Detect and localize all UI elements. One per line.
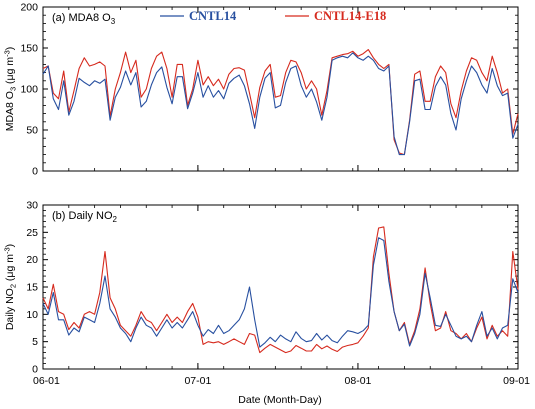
- panel-b-label: (b) Daily NO2: [52, 210, 118, 224]
- x-tick-label: 07-01: [184, 375, 211, 387]
- y-tick-label: 30: [26, 200, 38, 212]
- panel-a-series: [42, 49, 519, 156]
- panel-b-frame: [42, 204, 519, 370]
- panel-a-y-ticks: 0 50 100 150 200: [20, 2, 518, 178]
- panel-b-y-axis-title: Daily NO2 (μg m-3): [3, 244, 18, 330]
- y-tick-label: 0: [32, 166, 38, 178]
- series-line-cntl14-e18: [42, 226, 519, 354]
- panel-b-x-ticks: [42, 205, 519, 369]
- y-tick-label: 0: [32, 364, 38, 376]
- series-line-cntl14: [42, 237, 519, 348]
- panel-a: 0 50 100 150 200 (a) MDA8 O3 CNTL14 CNTL14-E…: [3, 2, 519, 178]
- x-tick-labels: 06-01 07-01 08-01 09-01: [33, 375, 530, 387]
- panel-b-y-ticks: 0 5 10 15 20 25 30: [26, 200, 518, 376]
- legend: CNTL14 CNTL14-E18: [160, 9, 386, 23]
- panel-a-x-ticks: [42, 7, 519, 171]
- series-line-cntl14: [42, 52, 519, 156]
- panel-b: 0 5 10 15 20 25 30 (b) Daily NO2 Daily NO2 (μg…: [3, 200, 519, 376]
- y-tick-label: 25: [26, 227, 38, 239]
- legend-label-cntl14-e18: CNTL14-E18: [314, 9, 386, 23]
- panel-a-y-axis-title: MDA8 O3 (μg m-3): [3, 47, 18, 132]
- y-tick-label: 150: [20, 43, 38, 55]
- panel-b-series: [42, 226, 519, 354]
- y-tick-label: 5: [32, 336, 38, 348]
- x-tick-label: 09-01: [503, 375, 530, 387]
- x-axis-title: Date (Month-Day): [238, 394, 321, 406]
- y-tick-label: 100: [20, 84, 38, 96]
- y-tick-label: 10: [26, 309, 38, 321]
- y-tick-label: 15: [26, 282, 38, 294]
- y-tick-label: 50: [26, 125, 38, 137]
- x-tick-label: 06-01: [33, 375, 60, 387]
- y-tick-label: 200: [20, 2, 38, 14]
- x-tick-label: 08-01: [345, 375, 372, 387]
- panel-a-label: (a) MDA8 O3: [52, 12, 116, 26]
- series-line-cntl14-e18: [42, 49, 519, 156]
- y-tick-label: 20: [26, 254, 38, 266]
- legend-label-cntl14: CNTL14: [189, 9, 237, 23]
